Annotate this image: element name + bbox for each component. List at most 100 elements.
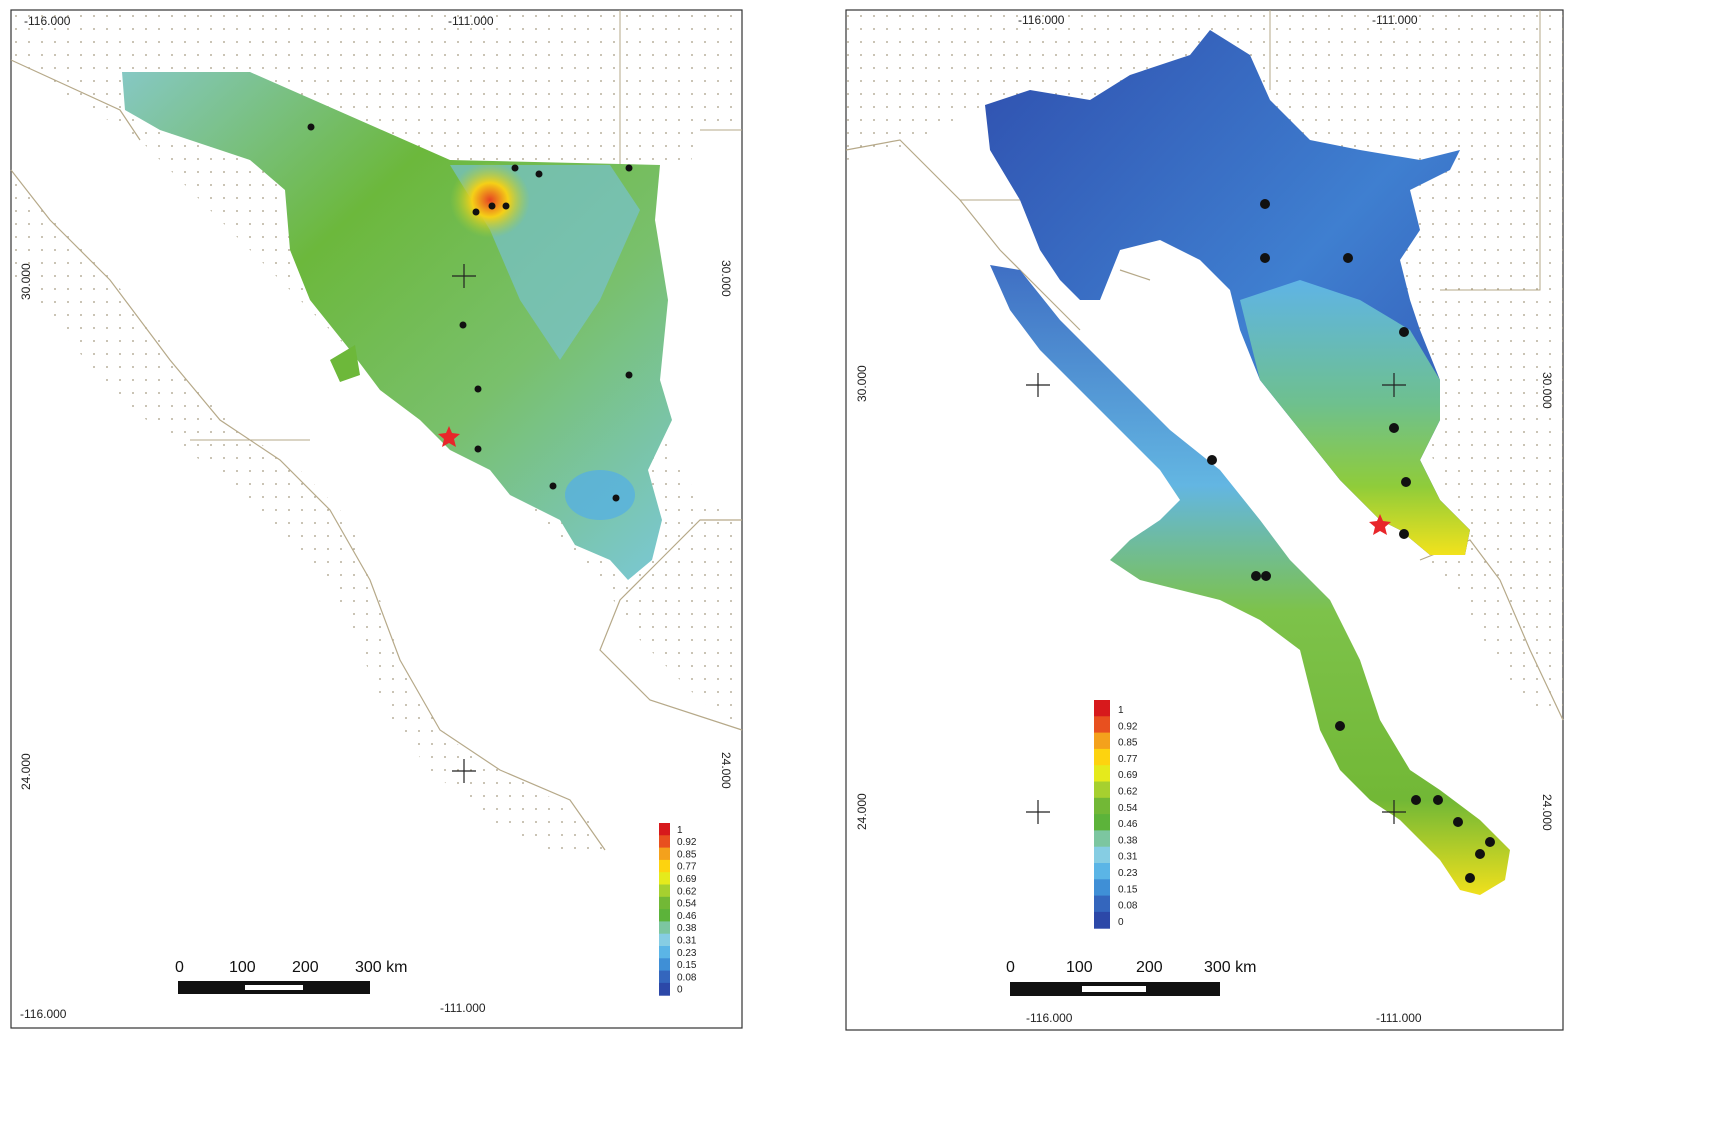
right-scale-bar: 0 100 200 300 km (1006, 959, 1256, 996)
left-land-dotted-baja (11, 170, 610, 860)
legend-swatch (1094, 911, 1110, 929)
legend-value-label: 0.23 (1118, 868, 1138, 879)
scale-label-300km: 300 km (1204, 959, 1256, 976)
occurrence-point-icon (535, 170, 543, 178)
legend-swatch (659, 958, 670, 972)
scale-label-100: 100 (1066, 959, 1093, 976)
left-raster-blue-patch (565, 470, 635, 520)
left-coastline (10, 59, 606, 851)
legend-value-label: 0.62 (1118, 787, 1138, 798)
occurrence-point-icon (472, 208, 480, 216)
occurrence-point-icon (1401, 477, 1411, 487)
occurrence-point-icon (625, 164, 633, 172)
legend-value-label: 0.15 (1118, 884, 1138, 895)
legend-value-label: 0.77 (1118, 754, 1138, 765)
legend-value-label: 0.69 (677, 874, 697, 885)
occurrence-point-icon (1453, 817, 1463, 827)
legend-swatch (659, 823, 670, 836)
legend-value-label: 0.23 (677, 948, 697, 959)
legend-swatch (1094, 797, 1110, 815)
legend-swatch (659, 859, 670, 873)
legend-swatch (1094, 846, 1110, 864)
legend-value-label: 0.92 (677, 837, 697, 848)
occurrence-point-icon (1260, 199, 1270, 209)
legend-value-label: 0.92 (1118, 721, 1138, 732)
occurrence-point-icon (1433, 795, 1443, 805)
right-raster-peninsula (990, 265, 1510, 895)
scale-label-100: 100 (229, 959, 256, 976)
legend-value-label: 1 (1118, 705, 1124, 716)
legend-value-label: 0.85 (677, 849, 697, 860)
occurrence-point-icon (1485, 837, 1495, 847)
legend-value-label: 0.46 (1118, 819, 1138, 830)
graticule-cross-icon (452, 264, 476, 783)
occurrence-point-icon (1251, 571, 1261, 581)
occurrence-point-icon (1399, 327, 1409, 337)
legend-value-label: 0.85 (1118, 738, 1138, 749)
legend-swatch (1094, 732, 1110, 750)
legend-swatch (1094, 879, 1110, 897)
left-map-panel: -116.000 -111.000 30.000 30.000 24.000 2… (10, 9, 743, 1029)
coord-label-right-30: 30.000 (719, 260, 733, 297)
coord-label-right-30: 30.000 (1540, 372, 1554, 409)
occurrence-point-icon (488, 202, 496, 210)
left-raster-island (330, 345, 360, 382)
left-borders (190, 10, 742, 441)
occurrence-point-icon (1411, 795, 1421, 805)
right-map-panel: -116.000 -111.000 30.000 30.000 24.000 2… (845, 9, 1564, 1031)
legend-swatch (659, 946, 670, 959)
coord-label-bottom-mid: -111.000 (1376, 1011, 1422, 1025)
legend-swatch (659, 884, 670, 898)
star-marker-icon (438, 426, 460, 447)
coord-label-left-24: 24.000 (855, 793, 869, 830)
occurrence-point-icon (511, 164, 519, 172)
occurrence-point-icon (474, 385, 482, 393)
left-scale-bar: 0 100 200 300 km (175, 959, 407, 994)
legend-value-label: 0.54 (677, 899, 697, 910)
legend-swatch (659, 872, 670, 885)
legend-swatch (659, 921, 670, 935)
legend-value-label: 0 (677, 985, 683, 996)
legend-swatch (659, 896, 670, 910)
coord-label-left-30: 30.000 (19, 263, 33, 300)
legend-swatch (659, 909, 670, 922)
legend-value-label: 0.38 (677, 923, 697, 934)
occurrence-point-icon (1335, 721, 1345, 731)
occurrence-point-icon (459, 321, 467, 329)
legend-value-label: 0.54 (1118, 803, 1138, 814)
coord-label-right-24: 24.000 (1540, 794, 1554, 831)
right-occurrence-points (1207, 199, 1495, 883)
occurrence-point-icon (549, 482, 557, 490)
left-raster-hotspot (450, 162, 530, 238)
legend-swatch (659, 847, 670, 861)
legend-swatch (1094, 748, 1110, 766)
legend-value-label: 0.31 (677, 936, 697, 947)
legend-swatch (1094, 716, 1110, 734)
coord-label-bottom-left: -116.000 (20, 1007, 67, 1021)
occurrence-point-icon (1207, 455, 1217, 465)
scale-label-200: 200 (292, 959, 319, 976)
legend-value-label: 0.08 (1118, 901, 1138, 912)
legend-value-label: 0.15 (677, 960, 697, 971)
coord-label-right-24: 24.000 (719, 752, 733, 789)
coord-label-top-mid: -111.000 (448, 14, 494, 28)
coord-label-top-left: -116.000 (1018, 13, 1065, 27)
scale-label-0: 0 (175, 959, 184, 976)
legend-swatch (1094, 814, 1110, 831)
legend-value-label: 0.38 (1118, 835, 1138, 846)
coord-label-left-24: 24.000 (19, 753, 33, 790)
legend-value-label: 1 (677, 825, 683, 836)
legend-swatch (1094, 895, 1110, 913)
occurrence-point-icon (474, 445, 482, 453)
legend-swatch (659, 970, 670, 984)
coord-label-top-left: -116.000 (24, 14, 71, 28)
legend-swatch (659, 835, 670, 849)
legend-swatch (659, 982, 670, 996)
occurrence-point-icon (612, 494, 620, 502)
coord-label-top-mid: -111.000 (1372, 13, 1418, 27)
legend-swatch (1094, 765, 1110, 782)
scale-label-0: 0 (1006, 959, 1015, 976)
right-raster-sonora (1240, 280, 1470, 555)
scale-label-300km: 300 km (355, 959, 407, 976)
right-borders (960, 10, 1541, 291)
